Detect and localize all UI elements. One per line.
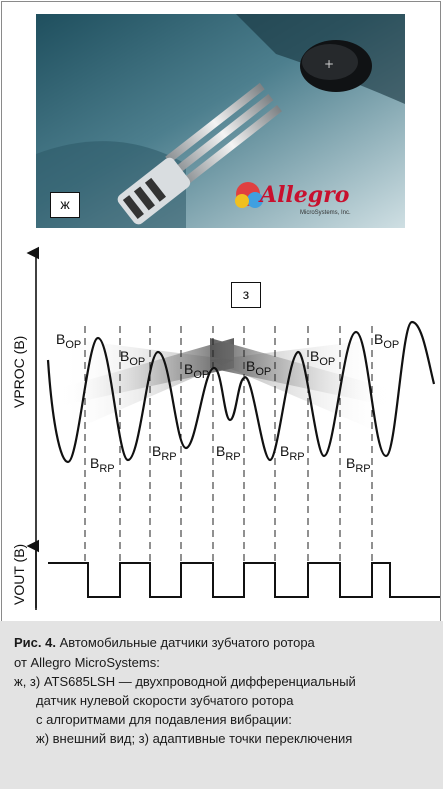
sensor-leads xyxy=(117,82,282,225)
svg-text:MicroSystems, Inc.: MicroSystems, Inc. xyxy=(300,210,351,216)
brp-label: BRP xyxy=(90,455,115,475)
brp-label: BRP xyxy=(216,443,241,463)
switching-diagram: VPROC (В) VOUT (В) BOP BOP BOP BOP BOP B… xyxy=(11,246,440,610)
allegro-logo: Allegro MicroSystems, Inc. xyxy=(235,182,351,216)
svg-text:+: + xyxy=(324,57,334,71)
bop-label: BOP xyxy=(374,331,399,351)
caption-line-1: Рис. 4. Автомобильные датчики зубчатого … xyxy=(14,635,315,651)
brp-label: BRP xyxy=(346,455,371,475)
bop-label: BOP xyxy=(120,348,145,368)
diagram-label: з xyxy=(231,282,261,308)
caption-line-6: ж) внешний вид; з) адаптивные точки пере… xyxy=(36,731,353,746)
vproc-waveform xyxy=(46,320,436,464)
bop-label: BOP xyxy=(246,358,271,378)
bop-label: BOP xyxy=(56,331,81,351)
bop-label: BOP xyxy=(310,348,335,368)
caption-line-5: с алгоритмами для подавления вибрации: xyxy=(36,712,292,727)
sensor-photo: + Allegro MicroSystems, Inc. xyxy=(36,14,405,228)
photo-label: ж xyxy=(50,192,80,218)
figure-caption: Рис. 4. Автомобильные датчики зубчатого … xyxy=(0,621,443,789)
vout-waveform xyxy=(48,562,440,598)
bop-label: BOP xyxy=(184,361,209,381)
caption-title: Автомобильные датчики зубчатого ротора xyxy=(55,635,315,650)
caption-line-2: от Allegro MicroSystems: xyxy=(14,655,160,670)
brp-label: BRP xyxy=(152,443,177,463)
caption-line-3: ж, з) ATS685LSH — двухпроводной дифферен… xyxy=(14,674,356,689)
switch-lines xyxy=(84,326,373,562)
caption-line-4: датчик нулевой скорости зубчатого ротора xyxy=(36,693,294,708)
vproc-axis-label: VPROC (В) xyxy=(11,336,27,408)
vout-axis-label: VOUT (В) xyxy=(11,544,27,605)
sensor-body: + xyxy=(300,40,372,92)
brp-label: BRP xyxy=(280,443,305,463)
svg-text:Allegro: Allegro xyxy=(258,182,349,208)
figure-number: Рис. 4. xyxy=(14,635,56,650)
